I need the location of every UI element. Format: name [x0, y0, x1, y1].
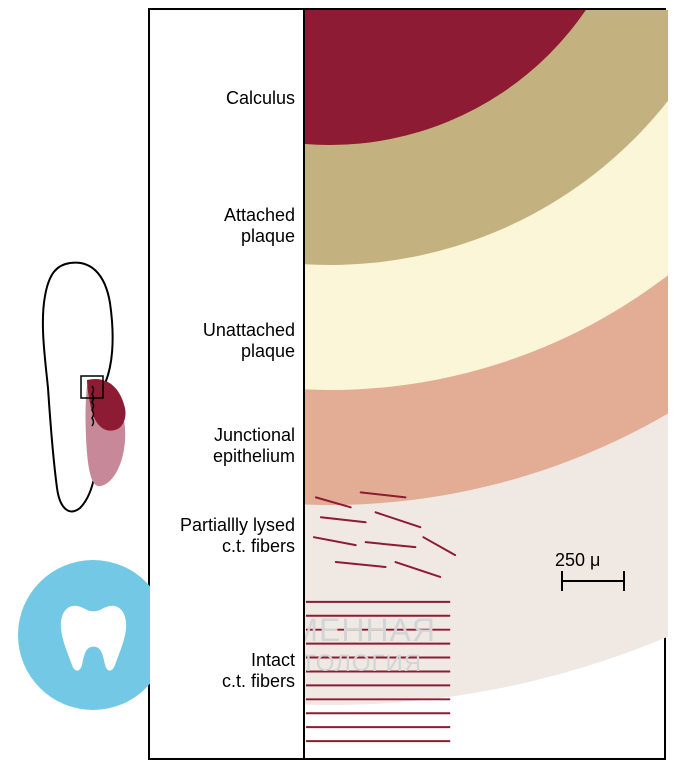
layer-label: Attachedplaque: [224, 205, 295, 246]
layer-label: Partiallly lysedc.t. fibers: [180, 515, 295, 556]
layer-label: Junctionalepithelium: [213, 425, 295, 466]
scale-bar: [560, 570, 626, 594]
watermark-badge: [18, 560, 168, 710]
label-panel: Calculus Attachedplaque Unattachedplaque Ju…: [150, 10, 305, 758]
layer-label: Unattachedplaque: [203, 320, 295, 361]
scale-label: 250 μ: [555, 550, 600, 571]
tooth-inset: [15, 258, 145, 518]
layer-label: Intactc.t. fibers: [222, 650, 295, 691]
watermark-tooth-icon: [47, 589, 140, 682]
layer-label: Calculus: [226, 88, 295, 109]
